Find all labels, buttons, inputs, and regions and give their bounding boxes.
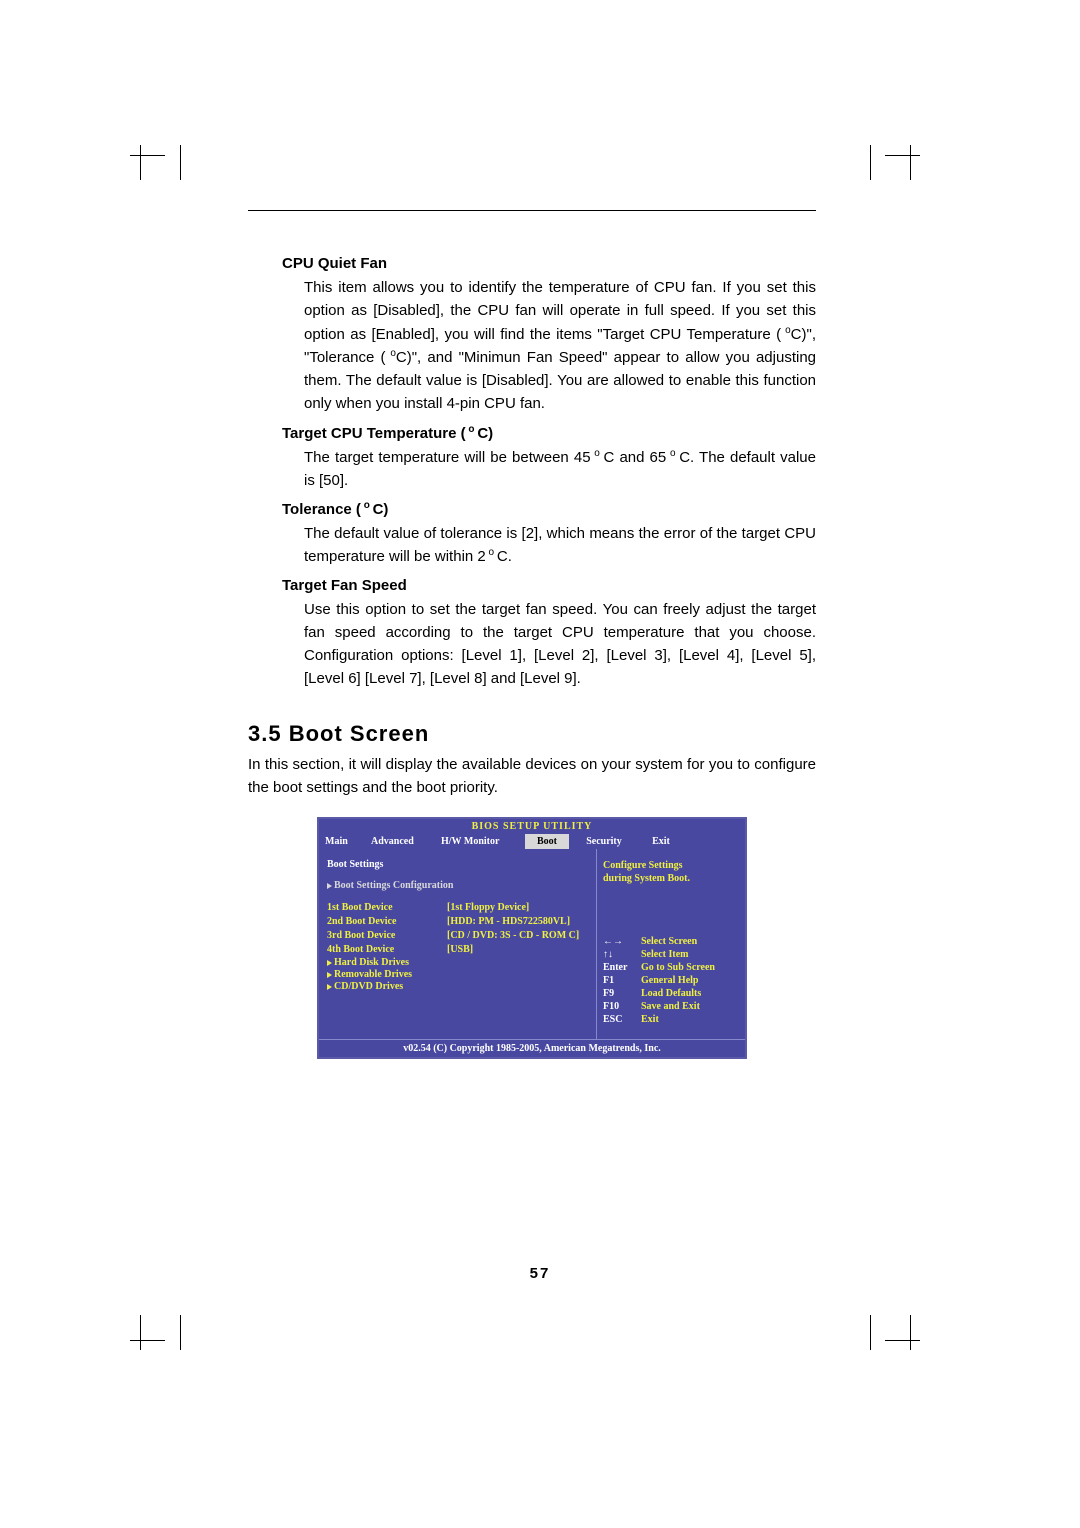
- key: ←→: [603, 935, 641, 948]
- bios-key-help: EnterGo to Sub Screen: [603, 961, 739, 974]
- text: The target temperature will be between 4…: [304, 449, 591, 466]
- text: Configure Settings: [603, 859, 739, 872]
- bios-help-text: Configure Settings during System Boot.: [603, 859, 739, 885]
- bios-tab-hw-monitor: H/W Monitor: [435, 834, 525, 849]
- bios-key-help: ←→Select Screen: [603, 935, 739, 948]
- triangle-icon: [327, 960, 332, 966]
- text: Target CPU Temperature (: [282, 425, 466, 442]
- text: Boot Settings Configuration: [334, 880, 453, 891]
- key: F9: [603, 987, 641, 1000]
- key: ↑↓: [603, 948, 641, 961]
- text: C and 65: [604, 449, 667, 466]
- bios-tab-exit: Exit: [639, 834, 683, 849]
- key-desc: Go to Sub Screen: [641, 961, 715, 974]
- key-desc: Save and Exit: [641, 1000, 700, 1013]
- bios-value: [USB]: [447, 943, 473, 956]
- bios-body: Boot Settings Boot Settings Configuratio…: [319, 849, 745, 1039]
- bios-row: 3rd Boot Device[CD / DVD: 3S - CD - ROM …: [327, 929, 588, 942]
- top-rule: [248, 210, 816, 211]
- degree-symbol: o: [666, 448, 679, 459]
- text: Tolerance (: [282, 501, 361, 518]
- key: F10: [603, 1000, 641, 1013]
- bios-value: [CD / DVD: 3S - CD - ROM C]: [447, 929, 579, 942]
- bios-tabs: Main Advanced H/W Monitor Boot Security …: [319, 834, 745, 849]
- bios-tab-security: Security: [569, 834, 639, 849]
- triangle-icon: [327, 883, 332, 889]
- bios-left-pane: Boot Settings Boot Settings Configuratio…: [319, 849, 597, 1039]
- bios-row: 2nd Boot Device[HDD: PM - HDS722580VL]: [327, 915, 588, 928]
- triangle-icon: [327, 972, 332, 978]
- degree-symbol: o: [361, 500, 373, 511]
- degree-symbol: o: [486, 547, 497, 558]
- text: Hard Disk Drives: [334, 957, 409, 968]
- key-desc: Select Screen: [641, 935, 697, 948]
- triangle-icon: [327, 984, 332, 990]
- body-target-fan-speed: Use this option to set the target fan sp…: [304, 598, 816, 691]
- body-target-cpu-temp: The target temperature will be between 4…: [304, 446, 816, 493]
- bios-title: BIOS SETUP UTILITY: [319, 819, 745, 834]
- text: C): [477, 425, 493, 442]
- intro-boot-screen: In this section, it will display the ava…: [248, 753, 816, 800]
- heading-target-cpu-temp: Target CPU Temperature ( o C): [282, 424, 816, 442]
- key-desc: Select Item: [641, 948, 688, 961]
- key: ESC: [603, 1013, 641, 1026]
- bios-section-title: Boot Settings: [327, 859, 588, 870]
- bios-right-pane: Configure Settings during System Boot. ←…: [597, 849, 745, 1039]
- bios-key-help: F1General Help: [603, 974, 739, 987]
- bios-row: 4th Boot Device[USB]: [327, 943, 588, 956]
- bios-key-help: F9Load Defaults: [603, 987, 739, 1000]
- key-desc: General Help: [641, 974, 699, 987]
- key: F1: [603, 974, 641, 987]
- bios-key-help: ESCExit: [603, 1013, 739, 1026]
- degree-symbol: o: [781, 325, 791, 336]
- body-tolerance: The default value of tolerance is [2], w…: [304, 522, 816, 569]
- bios-key: 4th Boot Device: [327, 943, 447, 956]
- degree-symbol: o: [591, 448, 604, 459]
- heading-boot-screen: 3.5 Boot Screen: [248, 721, 816, 747]
- bios-footer: v02.54 (C) Copyright 1985-2005, American…: [319, 1039, 745, 1057]
- bios-tab-advanced: Advanced: [365, 834, 435, 849]
- bios-value: [HDD: PM - HDS722580VL]: [447, 915, 570, 928]
- key: Enter: [603, 961, 641, 974]
- bios-row: 1st Boot Device[1st Floppy Device]: [327, 901, 588, 914]
- degree-symbol: o: [466, 424, 478, 435]
- bios-screenshot: BIOS SETUP UTILITY Main Advanced H/W Mon…: [317, 817, 747, 1059]
- bios-tab-boot: Boot: [525, 834, 569, 849]
- text: CD/DVD Drives: [334, 981, 403, 992]
- text: C.: [497, 548, 512, 565]
- bios-value: [1st Floppy Device]: [447, 901, 529, 914]
- degree-symbol: o: [386, 348, 396, 359]
- bios-sub: Removable Drives: [327, 969, 588, 980]
- bios-key: 3rd Boot Device: [327, 929, 447, 942]
- text: This item allows you to identify the tem…: [304, 279, 816, 343]
- bios-tab-main: Main: [319, 834, 365, 849]
- bios-config-row: Boot Settings Configuration: [327, 880, 588, 891]
- text: The default value of tolerance is [2], w…: [304, 525, 816, 565]
- text: during System Boot.: [603, 872, 739, 885]
- key-desc: Exit: [641, 1013, 659, 1026]
- bios-key-help: ↑↓Select Item: [603, 948, 739, 961]
- bios-sub: Hard Disk Drives: [327, 957, 588, 968]
- heading-cpu-quiet-fan: CPU Quiet Fan: [282, 255, 816, 272]
- bios-key: 1st Boot Device: [327, 901, 447, 914]
- key-desc: Load Defaults: [641, 987, 701, 1000]
- body-cpu-quiet-fan: This item allows you to identify the tem…: [304, 276, 816, 416]
- bios-key: 2nd Boot Device: [327, 915, 447, 928]
- text: C): [373, 501, 389, 518]
- text: Removable Drives: [334, 969, 412, 980]
- page-content: CPU Quiet Fan This item allows you to id…: [248, 210, 816, 1059]
- heading-target-fan-speed: Target Fan Speed: [282, 577, 816, 594]
- page-number: 57: [0, 1265, 1080, 1282]
- bios-sub: CD/DVD Drives: [327, 981, 588, 992]
- bios-key-help: F10Save and Exit: [603, 1000, 739, 1013]
- heading-tolerance: Tolerance ( o C): [282, 500, 816, 518]
